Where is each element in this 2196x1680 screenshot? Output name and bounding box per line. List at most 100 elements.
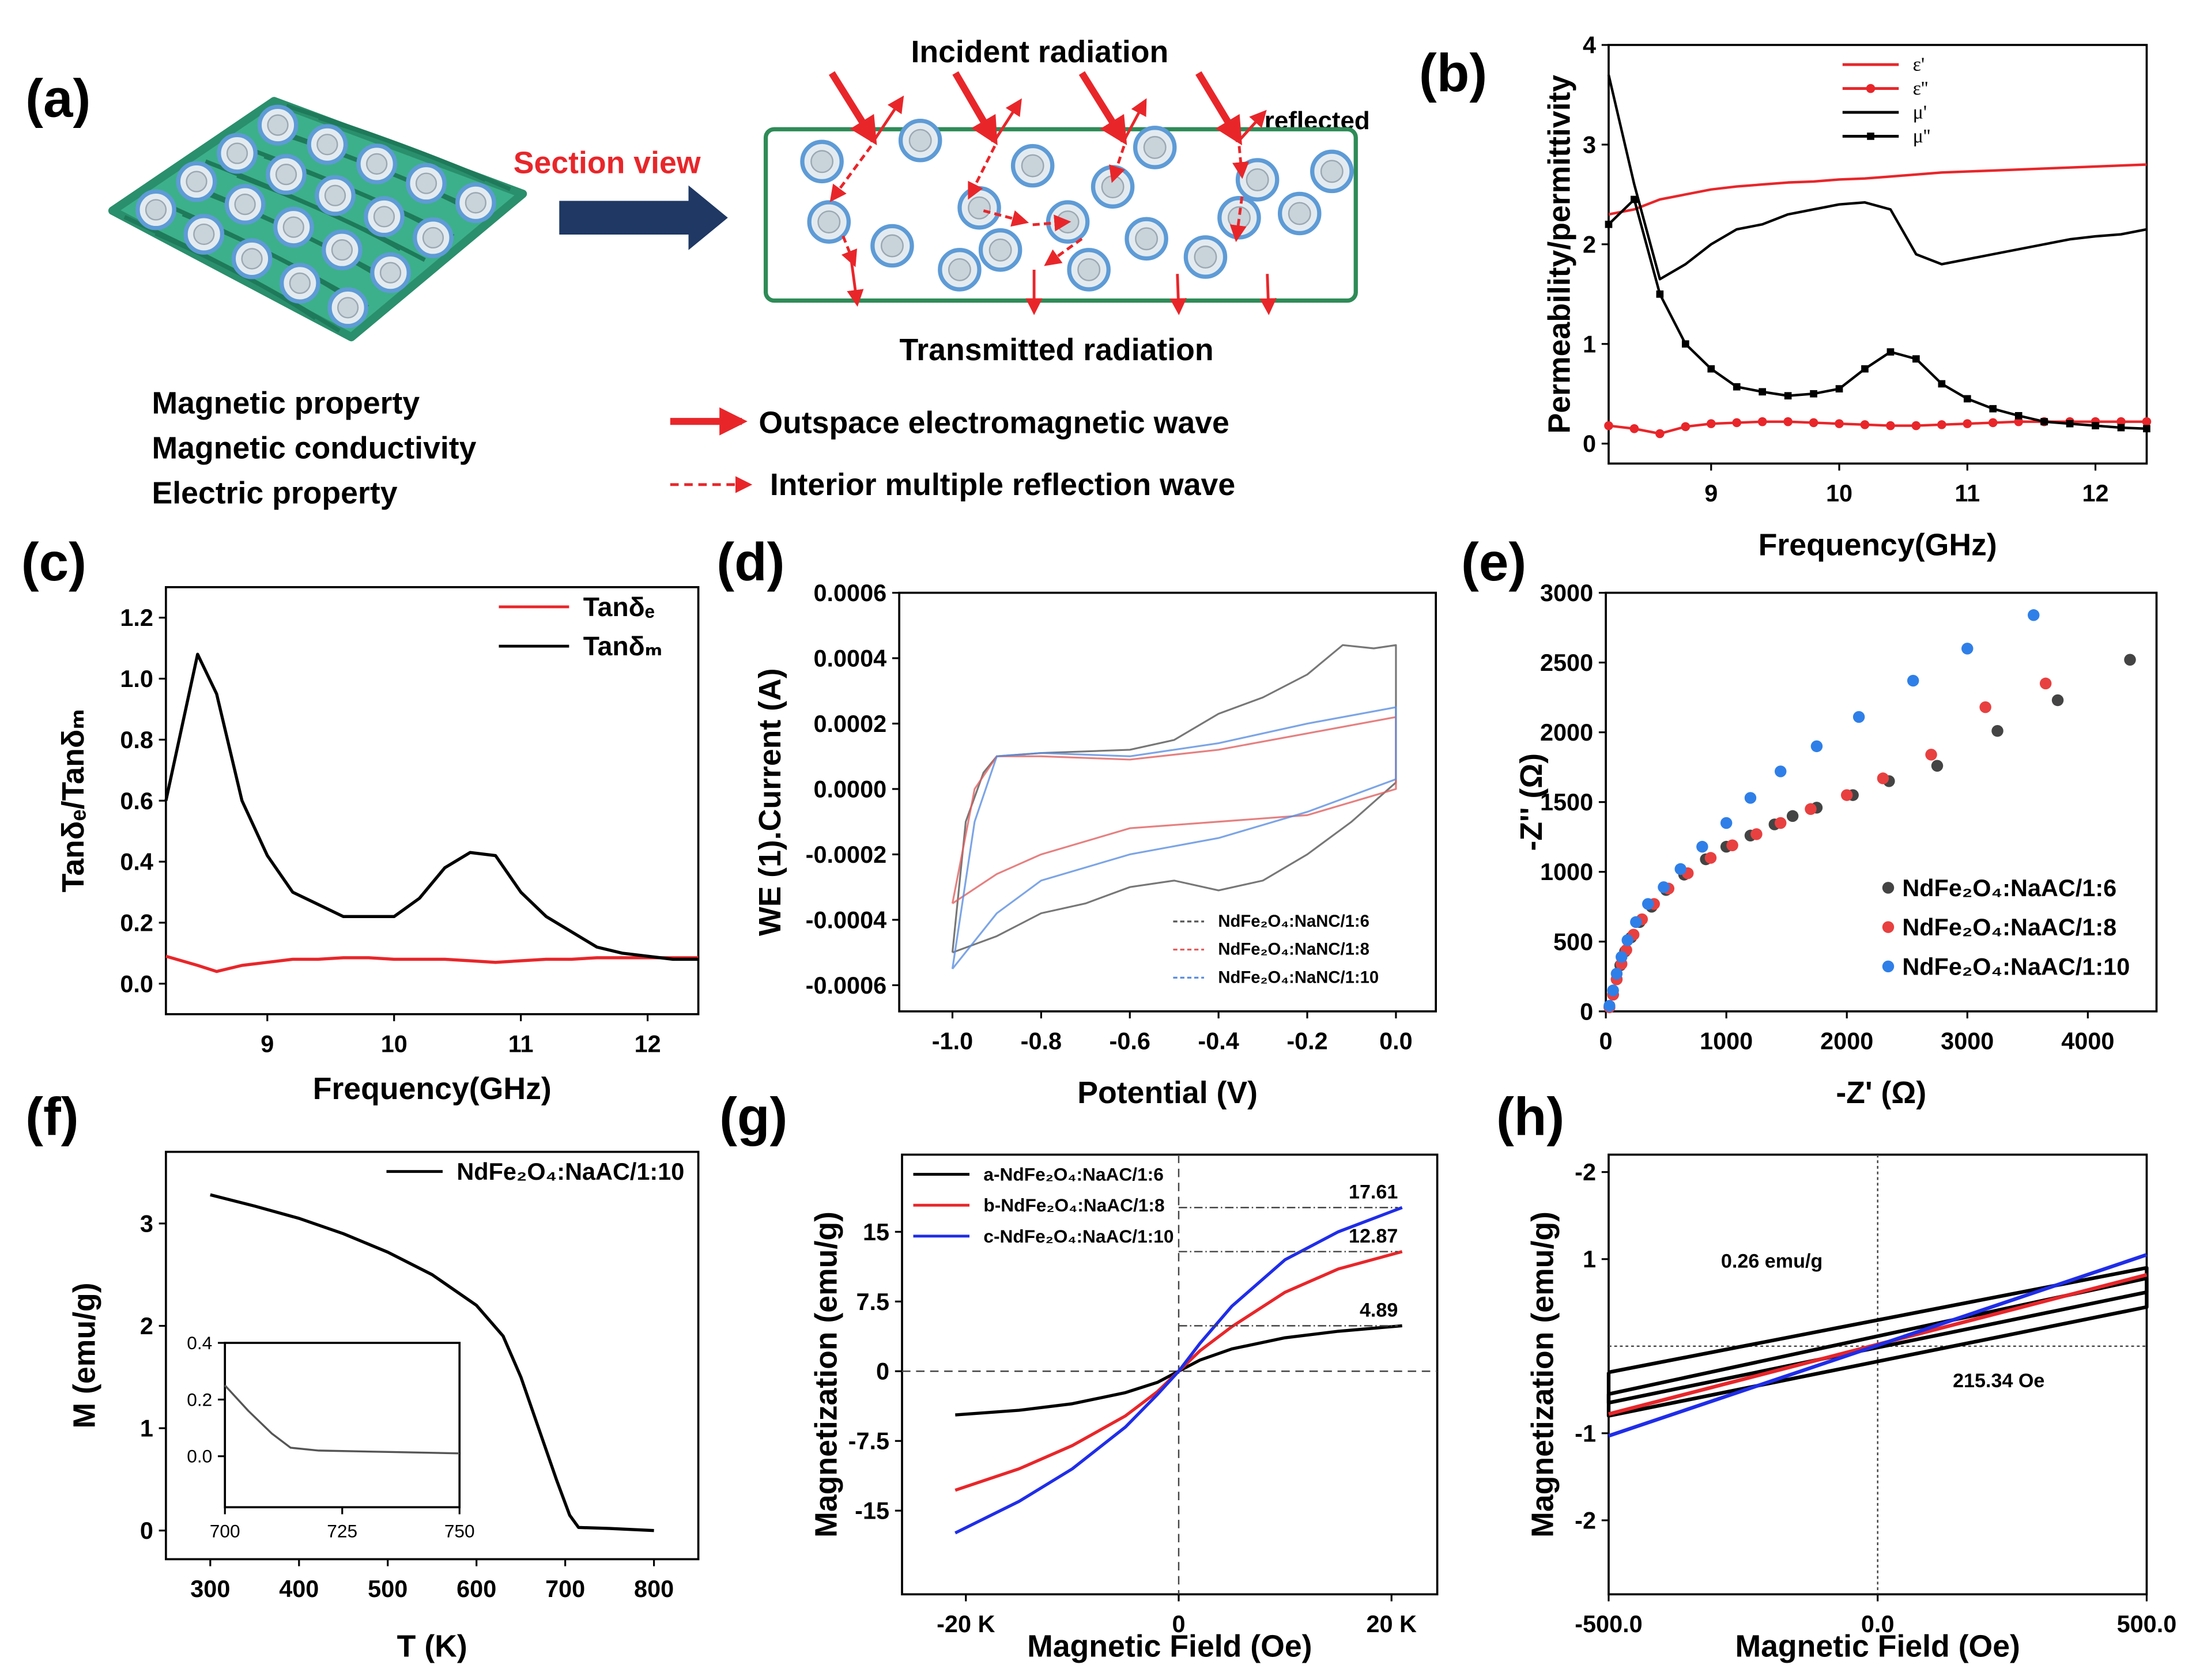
x-tick-label: 4000 — [2061, 1028, 2114, 1055]
scatter-point — [1925, 749, 1937, 761]
wave-arrow — [993, 98, 1022, 142]
scatter-point — [1877, 772, 1889, 784]
series-marker — [1938, 380, 1946, 388]
panel-label: (e) — [1461, 532, 1526, 592]
x-tick-label: -0.8 — [1021, 1028, 1062, 1055]
y-tick-label: 1 — [1583, 330, 1596, 357]
annotation-label: 4.89 — [1360, 1300, 1398, 1322]
series-marker — [1860, 420, 1870, 429]
panel-label: (c) — [21, 532, 86, 592]
y-tick-label: -7.5 — [848, 1428, 889, 1455]
scatter-point — [1852, 711, 1865, 723]
series-marker — [1911, 421, 1921, 431]
scatter-point — [1774, 765, 1787, 777]
section-arrow — [559, 185, 728, 250]
legend-marker — [1882, 882, 1895, 894]
series-line — [954, 1206, 1403, 1535]
y-tick-label: 4 — [1583, 31, 1596, 58]
annotation-label: 17.61 — [1349, 1181, 1398, 1203]
scatter-point — [1642, 898, 1654, 910]
particle-core — [275, 164, 297, 186]
scatter-point — [1991, 724, 2003, 737]
series-marker — [1886, 421, 1895, 431]
y-tick-label: -0.0006 — [806, 972, 887, 999]
y-tick-label: 0 — [1583, 430, 1596, 457]
legend-label: NdFe₂O₄:NaAC/1:10 — [456, 1158, 684, 1185]
series-marker — [1912, 355, 1920, 363]
x-tick-label: 700 — [210, 1521, 240, 1542]
x-tick-label: 10 — [1826, 480, 1852, 507]
y-tick-label: 1 — [140, 1415, 153, 1442]
panel-label: (d) — [716, 532, 784, 592]
y-tick-label: -15 — [855, 1497, 889, 1524]
series-marker — [2014, 417, 2023, 426]
x-axis-label: Frequency(GHz) — [313, 1071, 552, 1106]
particle-core — [241, 248, 263, 270]
wave-arrow — [847, 261, 864, 307]
series-marker — [2117, 424, 2125, 432]
y-tick-label: 3 — [1583, 131, 1596, 158]
inset-background — [225, 1343, 460, 1508]
panel-label: (h) — [1496, 1087, 1564, 1147]
x-tick-label: 725 — [327, 1521, 357, 1542]
scatter-point — [1786, 810, 1799, 822]
series-marker — [1963, 419, 1972, 428]
y-tick-label: 0.0000 — [813, 775, 886, 802]
legend-label: NdFe₂O₄:NaNC/1:6 — [1218, 912, 1369, 931]
y-tick-label: 0.4 — [187, 1332, 212, 1353]
legend-label: Tanδₘ — [583, 631, 663, 661]
y-tick-label: 0 — [140, 1517, 153, 1544]
y-tick-label: 1500 — [1540, 788, 1593, 816]
scatter-point — [1840, 789, 1853, 801]
scatter-point — [1630, 916, 1642, 928]
y-axis-label: WE (1).Current (A) — [753, 668, 787, 936]
reflection-arrow — [1044, 237, 1083, 266]
x-tick-label: 0.0 — [1379, 1028, 1413, 1055]
scatter-point — [1696, 840, 1708, 853]
legend-marker — [1867, 133, 1874, 140]
particle-core — [1288, 202, 1311, 225]
y-tick-label: 1 — [1583, 1245, 1596, 1273]
y-tick-label: 500 — [1553, 928, 1593, 955]
series-marker — [1783, 417, 1793, 426]
series-line — [1608, 1253, 2148, 1438]
plot-frame — [1608, 44, 2148, 465]
reflection-arrow — [983, 209, 1029, 227]
particle-core — [193, 223, 215, 246]
x-tick-label: 10 — [381, 1030, 407, 1057]
legend-marker — [1882, 960, 1895, 973]
series-line — [951, 644, 1397, 954]
y-tick-label: 3 — [140, 1210, 153, 1237]
series-marker — [1810, 390, 1817, 398]
series-line — [164, 652, 699, 961]
x-tick-label: 600 — [456, 1575, 496, 1602]
incident-label: Incident radiation — [911, 35, 1168, 69]
y-axis-label: Permeability/permittivity — [1542, 75, 1577, 434]
y-tick-label: 0.4 — [120, 848, 153, 875]
y-tick-label: 0.8 — [120, 726, 153, 753]
scatter-point — [1810, 740, 1823, 753]
panel-label: (g) — [719, 1087, 787, 1147]
series-marker — [1681, 340, 1689, 348]
scatter-point — [1979, 701, 1991, 713]
y-tick-label: 15 — [863, 1218, 889, 1245]
x-tick-label: -500.0 — [1575, 1610, 1642, 1637]
legend-label: NdFe₂O₄:NaAC/1:8 — [1902, 913, 2116, 941]
y-tick-label: 0.0 — [187, 1446, 212, 1467]
series-line — [165, 954, 699, 973]
x-tick-label: 12 — [635, 1030, 661, 1057]
legend-label: μ' — [1913, 101, 1927, 123]
series-line — [210, 1193, 654, 1532]
x-tick-label: 500.0 — [2117, 1610, 2177, 1637]
annotation-label: 215.34 Oe — [1953, 1370, 2044, 1392]
particle-core — [1246, 168, 1269, 191]
scatter-point — [2124, 654, 2136, 666]
wave-arrow — [1195, 71, 1243, 146]
particle-core — [422, 226, 444, 249]
series-marker — [1631, 195, 1638, 203]
series-marker — [1759, 388, 1767, 396]
y-tick-label: -2 — [1575, 1507, 1596, 1534]
x-tick-label: -20 K — [937, 1610, 995, 1637]
